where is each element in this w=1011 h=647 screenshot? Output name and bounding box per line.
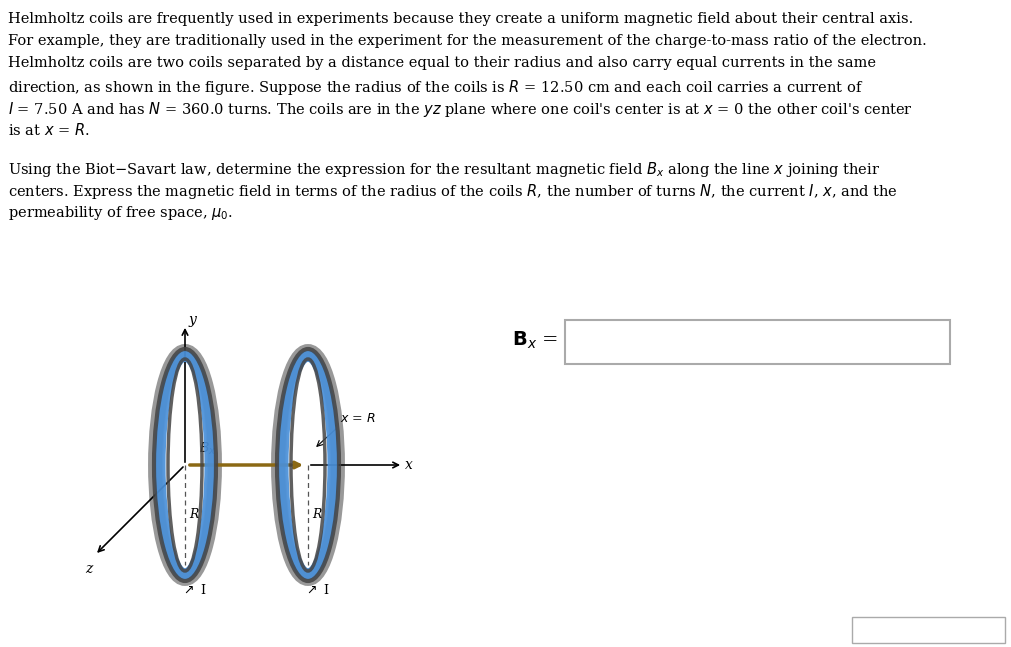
Text: Windows Ink Workspace: Windows Ink Workspace — [857, 625, 983, 635]
Text: x: x — [405, 458, 412, 472]
Text: Using the Biot$-$Savart law, determine the expression for the resultant magnetic: Using the Biot$-$Savart law, determine t… — [8, 160, 881, 179]
Text: R: R — [312, 509, 321, 521]
Ellipse shape — [290, 360, 326, 570]
Text: centers. Express the magnetic field in terms of the radius of the coils $R$, the: centers. Express the magnetic field in t… — [8, 182, 898, 201]
Text: y: y — [189, 313, 197, 327]
Text: $B_x$: $B_x$ — [199, 441, 216, 457]
FancyBboxPatch shape — [852, 617, 1005, 643]
Text: permeability of free space, $\mu_0$.: permeability of free space, $\mu_0$. — [8, 204, 233, 222]
Text: direction, as shown in the figure. Suppose the radius of the coils is $R$ = 12.5: direction, as shown in the figure. Suppo… — [8, 78, 863, 97]
Text: $\nearrow$ I: $\nearrow$ I — [304, 583, 330, 597]
Text: For example, they are traditionally used in the experiment for the measurement o: For example, they are traditionally used… — [8, 34, 927, 48]
Text: $I$ = 7.50 A and has $N$ = 360.0 turns. The coils are in the $yz$ plane where on: $I$ = 7.50 A and has $N$ = 360.0 turns. … — [8, 100, 913, 119]
Text: is at $x$ = $R$.: is at $x$ = $R$. — [8, 122, 90, 138]
Text: $\mathbf{B}_x$ =: $\mathbf{B}_x$ = — [512, 329, 558, 351]
FancyBboxPatch shape — [565, 320, 950, 364]
Text: z: z — [85, 562, 92, 576]
Ellipse shape — [167, 360, 203, 570]
Text: $\nearrow$ I: $\nearrow$ I — [181, 583, 206, 597]
Text: Helmholtz coils are frequently used in experiments because they create a uniform: Helmholtz coils are frequently used in e… — [8, 12, 913, 26]
Text: Helmholtz coils are two coils separated by a distance equal to their radius and : Helmholtz coils are two coils separated … — [8, 56, 876, 70]
Text: $x$ = $R$: $x$ = $R$ — [340, 412, 376, 425]
Text: R: R — [189, 509, 198, 521]
